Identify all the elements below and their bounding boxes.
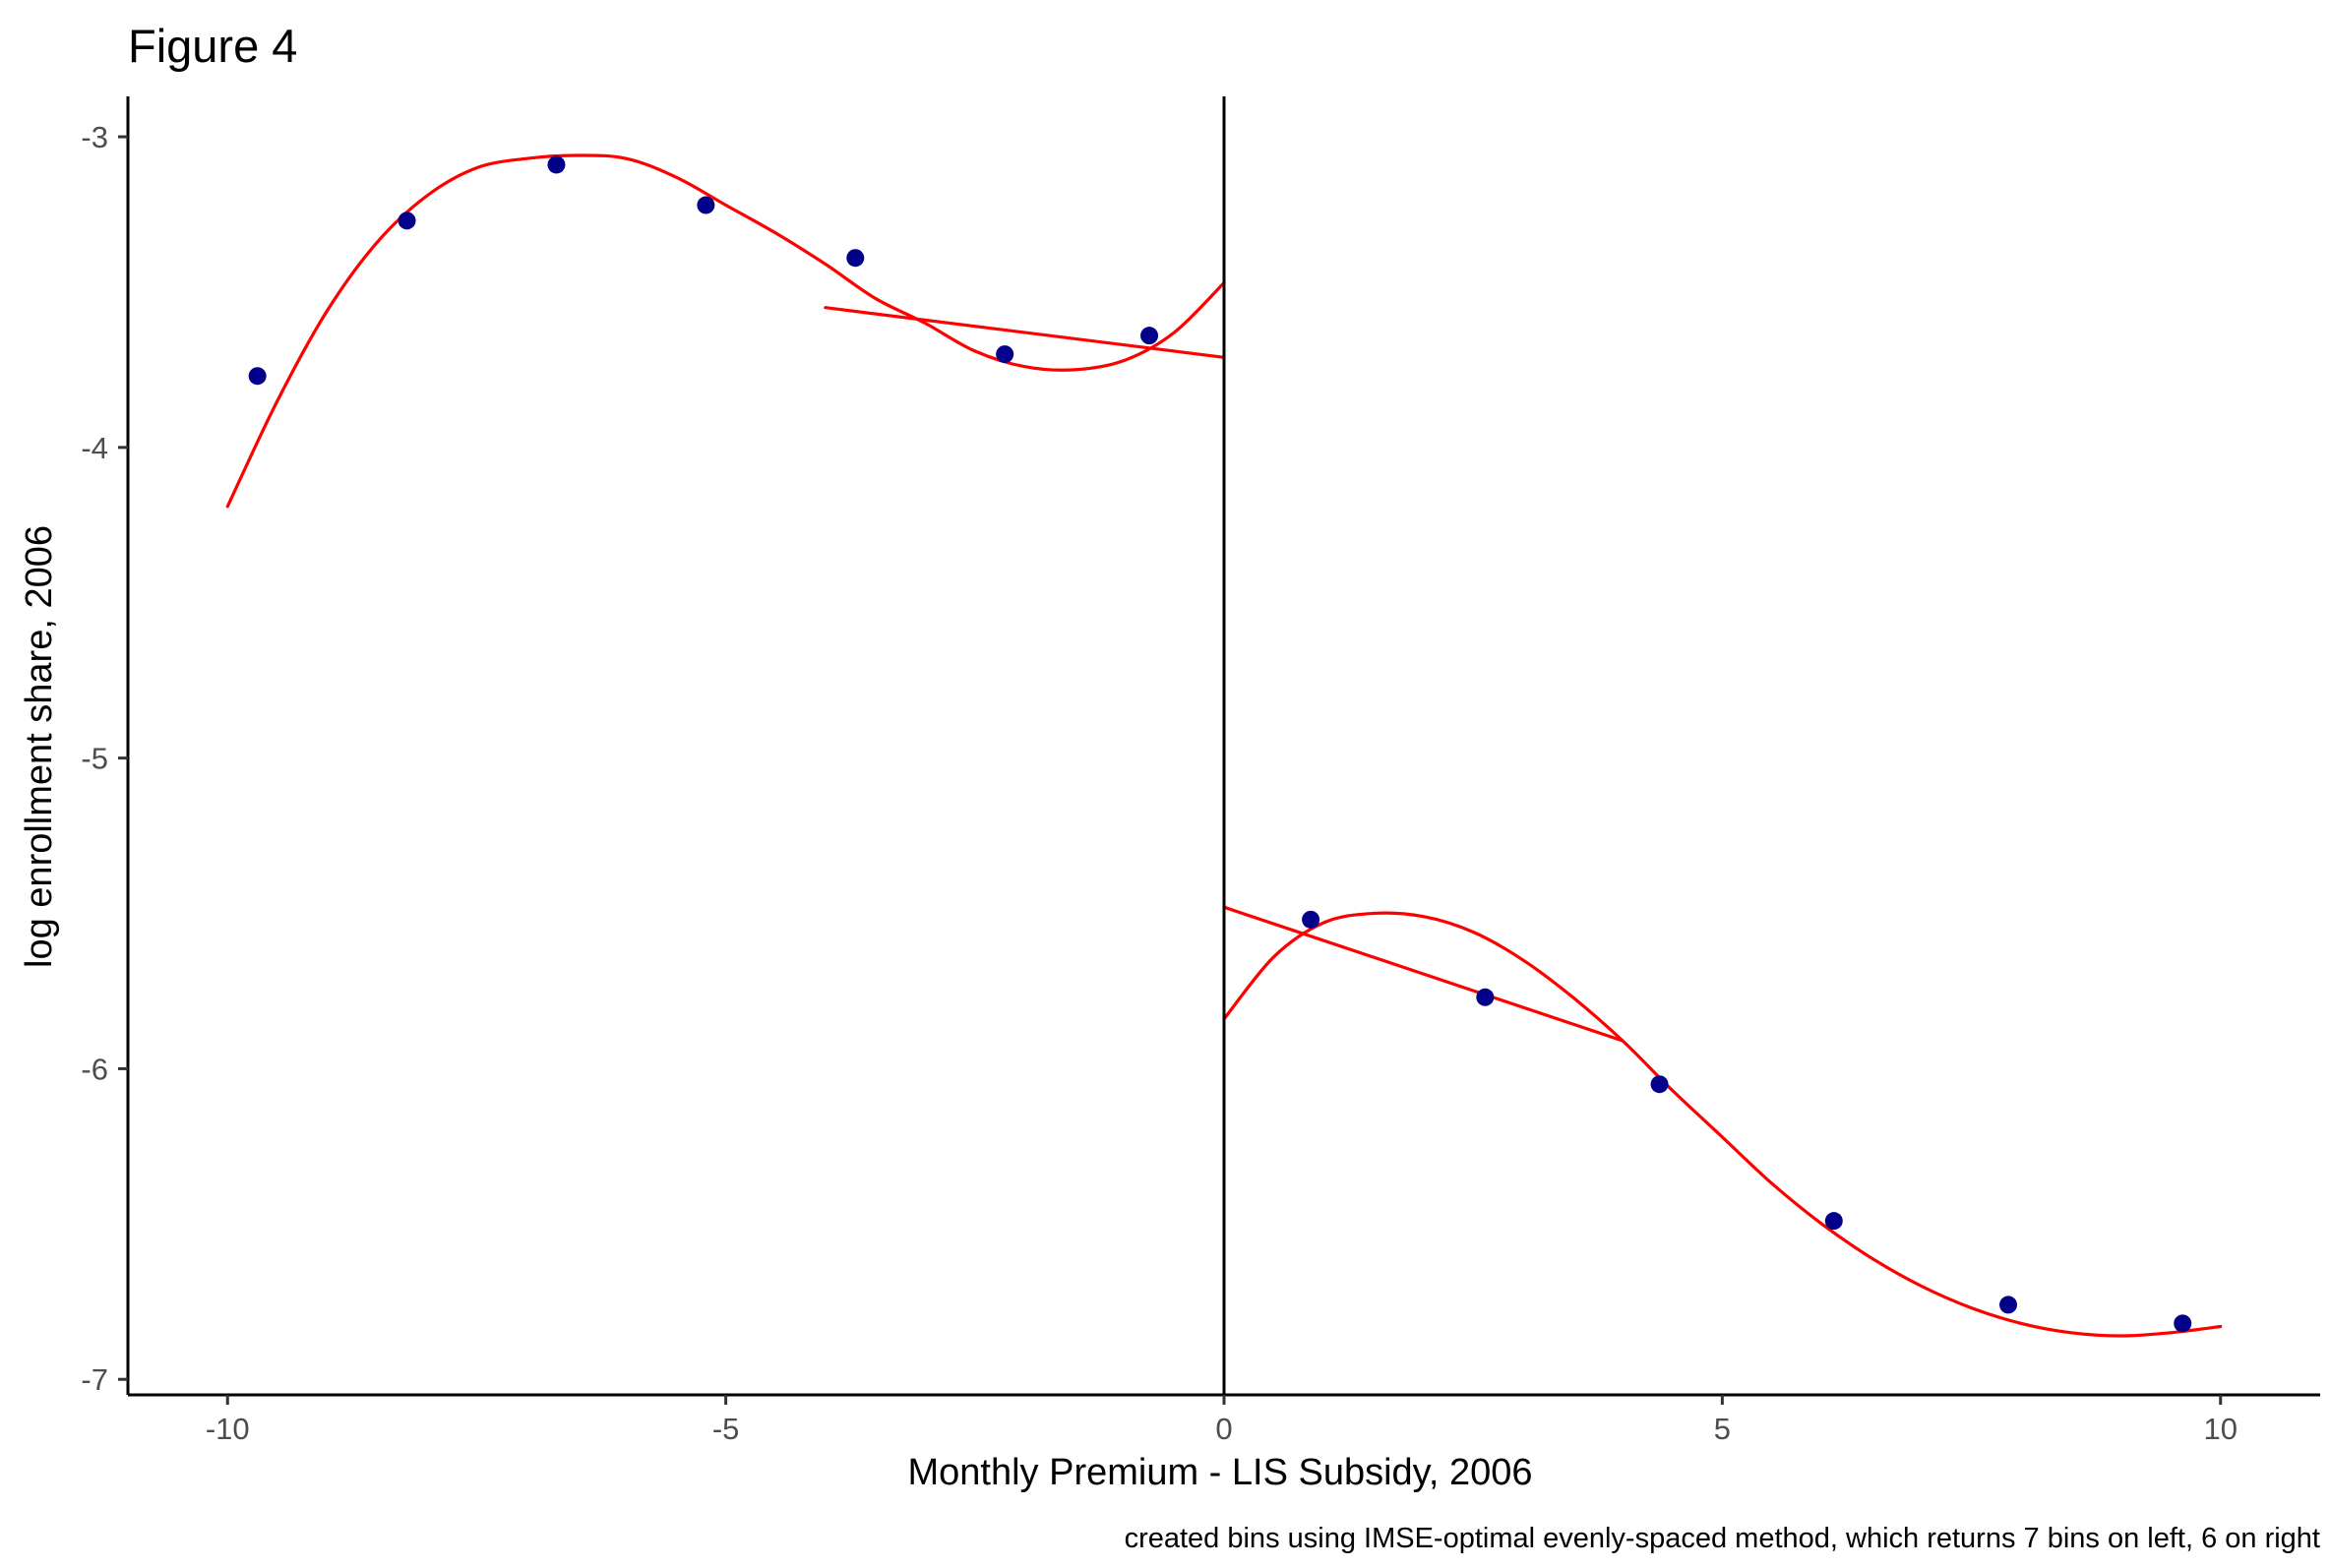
bin-point [398, 211, 416, 230]
x-tick-label: -10 [206, 1412, 250, 1446]
bin-point [1140, 327, 1159, 345]
fit-lines [225, 153, 2223, 1338]
bin-point [547, 155, 566, 174]
bin-point [1302, 910, 1320, 929]
x-tick-label: 0 [1215, 1412, 1232, 1446]
left-linear-fit-line [824, 306, 1226, 359]
bin-point [2174, 1314, 2192, 1333]
left-polynomial-fit-line [225, 153, 1226, 509]
y-tick-label: -6 [81, 1052, 108, 1086]
x-tick-label: -5 [712, 1412, 740, 1446]
x-tick-label: 5 [1714, 1412, 1731, 1446]
y-axis-ticks: -3 -4 -5 -6 -7 [81, 120, 128, 1397]
bin-point [846, 249, 865, 268]
chart-title: Figure 4 [128, 20, 297, 72]
x-axis-ticks: -10 -5 0 5 10 [206, 1395, 2238, 1446]
x-axis-title: Monthly Premium - LIS Subsidy, 2006 [907, 1452, 1532, 1493]
bin-point [1999, 1296, 2018, 1314]
y-axis-title: log enrollment share, 2006 [19, 525, 60, 968]
bin-point [248, 367, 267, 386]
x-tick-label: 10 [2203, 1412, 2237, 1446]
right-polynomial-fit-line [1222, 911, 2223, 1338]
bin-point [697, 196, 715, 214]
chart-caption: created bins using IMSE-optimal evenly-s… [1125, 1523, 2320, 1554]
right-linear-fit-line [1222, 905, 1625, 1043]
bin-point [1476, 988, 1495, 1006]
bin-point [1650, 1075, 1669, 1094]
y-tick-label: -5 [81, 742, 108, 776]
y-tick-label: -7 [81, 1362, 108, 1397]
bin-point [1824, 1212, 1843, 1231]
y-tick-label: -3 [81, 120, 108, 154]
bin-point [996, 345, 1014, 364]
bin-points [248, 155, 2192, 1333]
y-tick-label: -4 [81, 431, 108, 465]
